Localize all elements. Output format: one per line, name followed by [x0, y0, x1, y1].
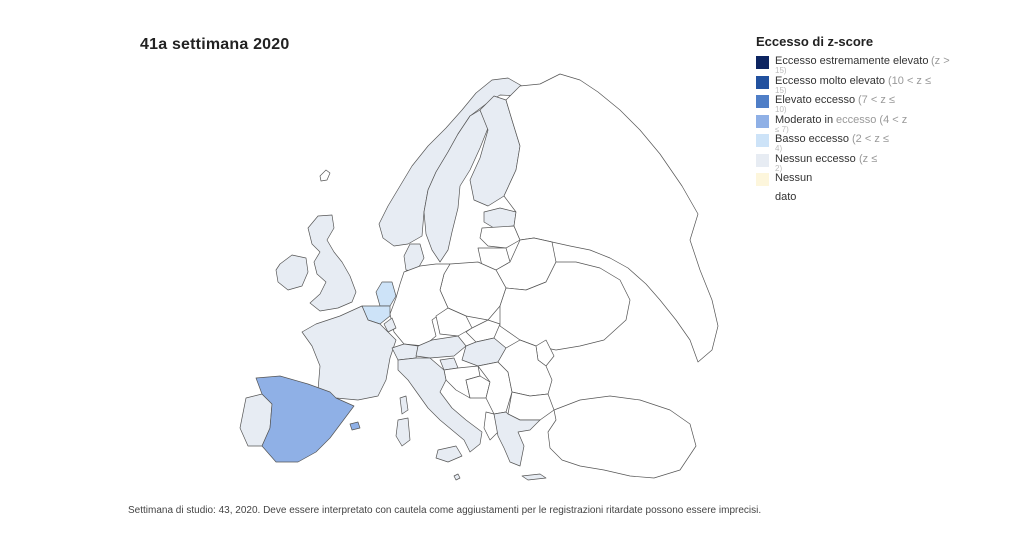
region-romania[interactable] [497, 339, 553, 397]
region-germany[interactable] [389, 263, 451, 347]
legend-range: eccesso (4 < z [836, 113, 908, 126]
legend-item[interactable]: Eccesso molto elevato (10 < z ≤ 15) [756, 74, 976, 95]
map-title: 41a settimana 2020 [140, 36, 290, 53]
legend-range-continued: 4) [775, 144, 783, 153]
legend-item[interactable]: Moderato in eccesso (4 < z ≤ 7) [756, 113, 976, 134]
legend-swatch [756, 134, 769, 147]
region-crete[interactable] [521, 473, 547, 481]
legend-item[interactable]: Basso eccesso (2 < z ≤ 4) [756, 132, 976, 153]
legend-range-continued: ≤ 7) [775, 124, 789, 134]
legend-label: Basso eccesso [775, 133, 849, 145]
legend-swatch [756, 95, 769, 108]
legend-label-continued: dato [775, 191, 797, 203]
legend-range: (7 < z ≤ [858, 94, 895, 106]
region-malta[interactable] [453, 473, 461, 481]
region-sweden[interactable] [423, 109, 489, 263]
legend-range: (z > [931, 55, 950, 67]
legend-range: (z ≤ [859, 152, 878, 165]
region-sicily[interactable] [435, 445, 463, 463]
legend-item[interactable]: Nessun dato [756, 171, 976, 211]
region-denmark[interactable] [403, 243, 425, 273]
legend-range-continued: 2) [775, 163, 783, 173]
region-bulgaria[interactable] [507, 391, 555, 421]
legend-label: Elevato eccesso [775, 94, 856, 106]
footnote: Settimana di studio: 43, 2020. Deve esse… [128, 505, 762, 516]
legend-swatch [756, 75, 769, 89]
region-france[interactable] [301, 305, 397, 401]
region-spain[interactable] [255, 375, 355, 463]
region-corsica[interactable] [399, 395, 409, 415]
legend-swatch [756, 153, 769, 167]
legend-label: Eccesso molto elevato [775, 74, 886, 87]
legend: Eccesso di z-score Eccesso estremamente … [756, 34, 976, 211]
legend-label: Eccesso estremamente elevato [775, 55, 929, 67]
region-italy[interactable] [397, 357, 483, 453]
region-ireland[interactable] [275, 254, 309, 291]
legend-swatch [756, 114, 769, 128]
legend-range: (10 < z ≤ [888, 74, 932, 87]
region-austria[interactable] [415, 335, 467, 359]
region-estonia[interactable] [483, 207, 517, 229]
region-netherlands[interactable] [375, 281, 397, 307]
legend-items: Eccesso estremamente elevato (z >15) Ecces… [756, 54, 976, 211]
legend-item[interactable]: Nessun eccesso (z ≤ 2) [756, 152, 976, 173]
legend-label: Nessun eccesso [775, 152, 856, 165]
region-turkey[interactable] [547, 395, 697, 479]
legend-title: Eccesso di z-score [756, 34, 874, 49]
legend-item[interactable]: Eccesso estremamente elevato (z > 15) [756, 54, 976, 75]
region-luxembourg[interactable] [383, 317, 397, 333]
legend-swatch [756, 173, 769, 186]
region-albania[interactable] [483, 411, 499, 441]
region-switzerland[interactable] [391, 343, 419, 361]
region-united-kingdom[interactable] [307, 214, 357, 312]
region-balearic[interactable] [349, 421, 361, 431]
legend-label: Moderato in [775, 113, 834, 126]
legend-range-continued: 15) [775, 66, 787, 75]
region-greece[interactable] [493, 411, 541, 467]
legend-range-continued: 10) [775, 105, 787, 114]
region-russia[interactable] [503, 73, 719, 363]
region-sardinia[interactable] [395, 417, 411, 447]
region-iceland[interactable] [319, 169, 331, 182]
legend-range: (2 < z ≤ [852, 133, 889, 145]
region-bosnia[interactable] [465, 375, 491, 399]
legend-swatch [756, 56, 769, 69]
legend-label: Nessun [775, 172, 813, 184]
legend-item[interactable]: Elevato eccesso (7 < z ≤ 10) [756, 93, 976, 114]
region-latvia[interactable] [479, 225, 521, 249]
legend-range-continued: 15) [775, 85, 787, 95]
